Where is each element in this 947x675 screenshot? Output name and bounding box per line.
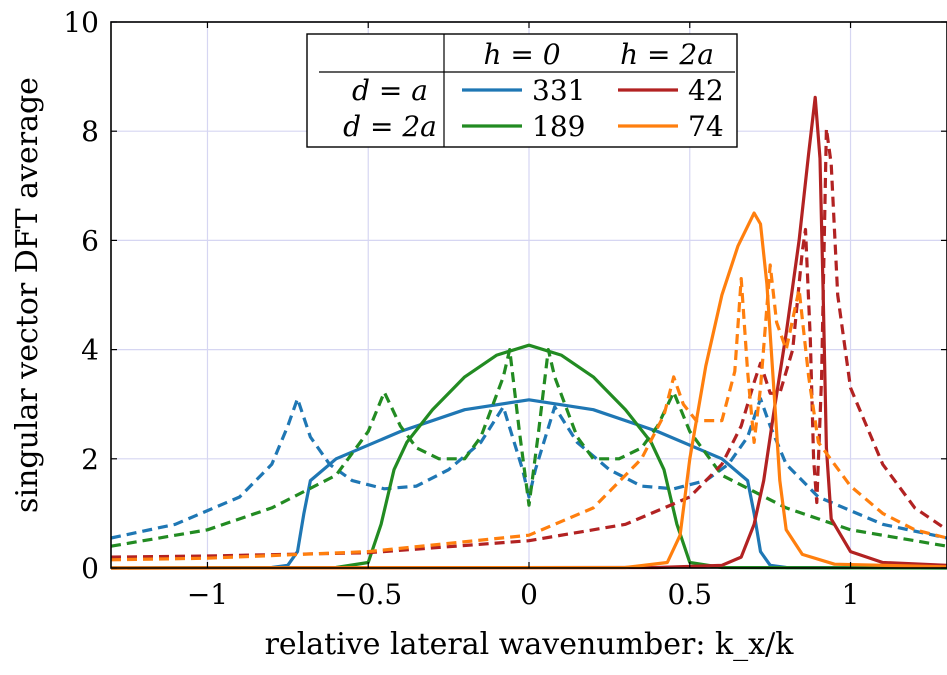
series-line-189-solid <box>110 343 947 570</box>
legend: h = 0 h = 2a d = a 331 42 d = 2a 189 74 <box>306 33 738 148</box>
series-line-74-solid <box>110 211 947 570</box>
y-tick-label: 4 <box>81 334 99 367</box>
legend-value: 189 <box>532 110 585 143</box>
y-tick-label: 6 <box>81 224 99 257</box>
series-line-42-solid <box>110 95 947 570</box>
x-tick-label: −0.5 <box>334 578 402 611</box>
legend-value: 74 <box>688 110 724 143</box>
series-line-42-dashed <box>110 126 947 559</box>
series-layer <box>110 95 947 570</box>
series-line-74-dashed <box>110 263 947 562</box>
legend-value: 42 <box>688 74 724 107</box>
x-tick-label: 1 <box>842 578 860 611</box>
legend-row-label: d = 2a <box>343 110 437 143</box>
x-tick-labels: −1 −0.5 0 0.5 1 <box>187 578 860 611</box>
series-line-189-dashed <box>110 348 947 548</box>
legend-header: h = 2a <box>620 38 714 71</box>
y-tick-labels: 0 2 4 6 8 10 <box>63 6 99 585</box>
legend-header: h = 0 <box>483 38 560 71</box>
y-tick-label: 2 <box>81 443 99 476</box>
y-axis-label: singular vector DFT average <box>10 77 45 513</box>
x-tick-label: −1 <box>187 578 228 611</box>
x-axis-label: relative lateral wavenumber: k_x/k <box>265 627 795 662</box>
legend-value: 331 <box>532 74 585 107</box>
y-tick-label: 10 <box>63 6 99 39</box>
ticks <box>111 21 947 569</box>
y-tick-label: 8 <box>81 115 99 148</box>
legend-row-label: d = a <box>352 74 428 107</box>
y-tick-label: 0 <box>81 552 99 585</box>
x-tick-label: 0.5 <box>668 578 713 611</box>
series-line-331-solid <box>110 398 947 570</box>
x-tick-label: 0 <box>520 578 538 611</box>
